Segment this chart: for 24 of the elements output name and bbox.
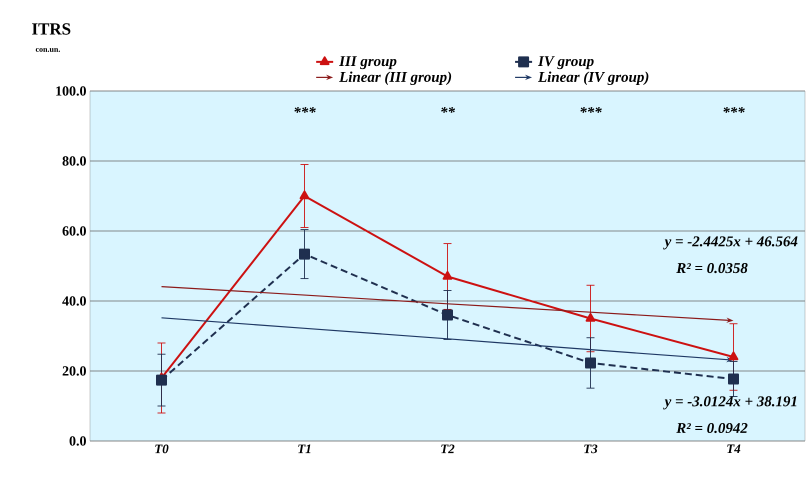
annotation: ** <box>441 107 456 113</box>
x-tick-label: T4 <box>727 444 740 454</box>
annotation: y = -3.0124x + 38.191 <box>663 396 796 410</box>
annotation: *** <box>723 107 745 113</box>
y-tick-label: 60.0 <box>62 226 86 236</box>
y-tick-label: 100.0 <box>56 86 86 96</box>
legend-label: Linear (IV group) <box>538 71 648 86</box>
x-tick-label: T2 <box>441 444 454 454</box>
y-tick-label: 40.0 <box>62 296 86 306</box>
annotation: R² = 0.0942 <box>676 422 748 434</box>
x-tick-label: T0 <box>155 444 168 454</box>
legend-label: Linear (III group) <box>339 71 452 86</box>
y-tick-label: 20.0 <box>62 366 86 376</box>
x-tick-label: T3 <box>584 444 598 454</box>
y-tick-label: 80.0 <box>62 156 86 166</box>
legend-label: IV group <box>538 56 594 70</box>
annotation: R² = 0.0358 <box>676 263 748 274</box>
x-tick-label: T1 <box>298 444 310 454</box>
annotation: *** <box>294 107 316 113</box>
annotation: y = -2.4425x + 46.564 <box>663 236 798 250</box>
annotation: *** <box>580 107 602 113</box>
chart-title: ITRS <box>32 23 70 35</box>
y-tick-label: 0.0 <box>70 436 86 446</box>
legend-label: III group <box>339 56 396 70</box>
